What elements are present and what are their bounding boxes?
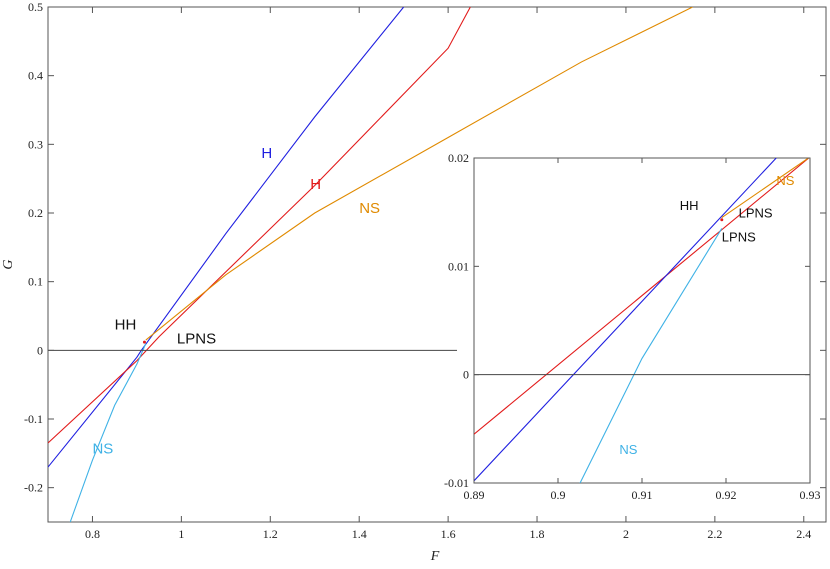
main-x-tick-label: 2 xyxy=(623,527,629,541)
main-curve-label-ns: NS xyxy=(359,200,380,217)
inset-curve-label-lpns: LPNS xyxy=(739,206,773,221)
main-series-line-ns-ns-orange xyxy=(145,7,693,341)
inset-x-tick-label: 0.9 xyxy=(551,488,566,502)
main-x-axis-title: F xyxy=(430,549,440,564)
main-hh-point xyxy=(142,340,146,344)
inset-curve-label-ns: NS xyxy=(619,442,637,457)
main-x-tick-label: 0.8 xyxy=(85,527,100,541)
inset-series-line-h-red xyxy=(474,158,810,435)
main-y-tick-label: 0.1 xyxy=(28,275,43,289)
main-x-tick-label: 1.4 xyxy=(352,527,367,541)
inset-y-tick-label: 0.02 xyxy=(448,151,469,165)
inset-curve-label-lpns: LPNS xyxy=(722,229,756,244)
inset-plot-frame xyxy=(473,157,811,484)
inset-hh-point xyxy=(720,218,724,222)
main-series-line-ns-ns-cyan xyxy=(69,343,147,522)
main-x-tick-label: 1.6 xyxy=(441,527,456,541)
inset-curve-label-hh: HH xyxy=(680,198,699,213)
main-y-tick-label: -0.1 xyxy=(24,412,43,426)
main-y-tick-label: 0 xyxy=(37,343,43,357)
main-curve-label-h: H xyxy=(310,176,321,193)
main-series-line-h-h-red xyxy=(48,7,471,444)
inset-y-tick-label: -0.01 xyxy=(444,476,469,490)
inset-curve-label-ns: NS xyxy=(776,173,794,188)
main-y-tick-label: 0.2 xyxy=(28,206,43,220)
main-y-axis-title: G xyxy=(1,259,16,269)
inset-series-group xyxy=(474,158,810,483)
main-curve-label-lpns: LPNS xyxy=(177,330,216,347)
main-x-tick-label: 1.8 xyxy=(530,527,545,541)
main-curve-label-h: H xyxy=(261,145,272,162)
main-y-tick-label: 0.3 xyxy=(28,137,43,151)
main-series-group xyxy=(48,7,693,522)
inset-x-tick-label: 0.92 xyxy=(716,488,737,502)
inset-panel: 0.89 0.9 0.91 0.92 0.93 -0.01 0 0.01 0.02 HH LPNS L… xyxy=(444,151,821,502)
main-y-tick-label: 0.5 xyxy=(28,0,43,14)
main-curve-label-ns: NS xyxy=(92,440,113,457)
main-x-tick-label: 1.2 xyxy=(263,527,278,541)
inset-series-line-ns-orange xyxy=(721,158,810,219)
main-y-tick-label: 0.4 xyxy=(28,69,43,83)
main-x-tick-label: 2.4 xyxy=(796,527,811,541)
main-x-tick-label: 1 xyxy=(178,527,184,541)
inset-x-tick-label: 0.89 xyxy=(464,488,485,502)
inset-series-line-h-blue xyxy=(474,158,777,482)
inset-x-tick-label: 0.91 xyxy=(632,488,653,502)
main-series-line-h-h-blue xyxy=(48,7,405,468)
main-y-tick-label: -0.2 xyxy=(24,481,43,495)
inset-y-tick-label: 0 xyxy=(463,368,469,382)
inset-y-tick-label: 0.01 xyxy=(448,259,469,273)
main-x-tick-label: 2.2 xyxy=(707,527,722,541)
inset-series-line-ns-cyan xyxy=(579,228,723,483)
inset-x-tick-label: 0.93 xyxy=(800,488,821,502)
main-curve-label-hh: HH xyxy=(115,317,137,334)
